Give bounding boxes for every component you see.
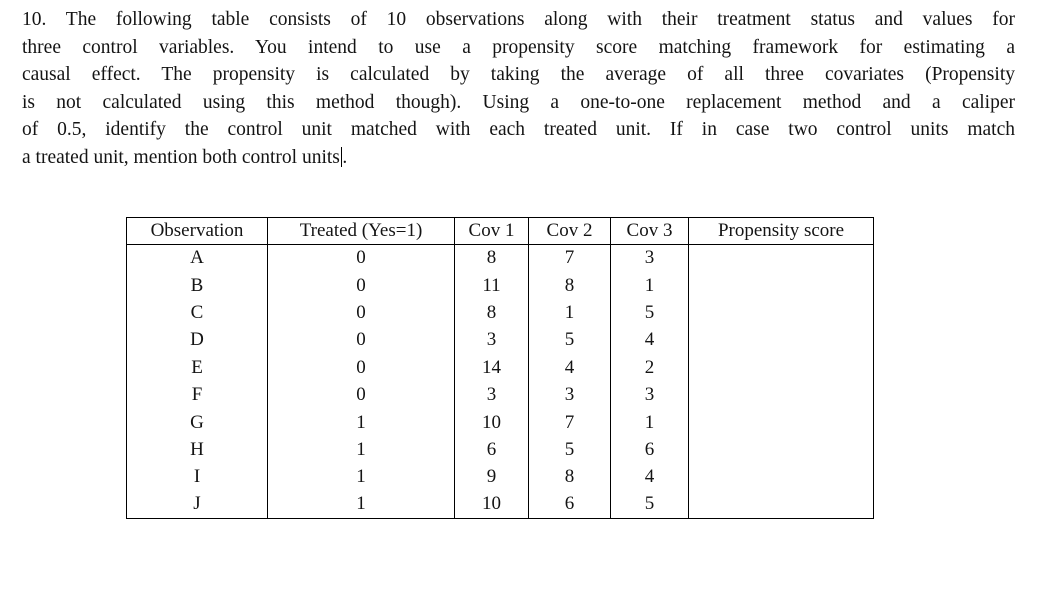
cell-propensity	[688, 326, 874, 355]
cell-propensity	[688, 408, 874, 437]
cell-cov3: 5	[610, 491, 689, 519]
question-line: 10. The following table consists of 10 o…	[22, 9, 1015, 30]
cell-cov2: 4	[528, 354, 611, 382]
cell-cov3: 5	[610, 299, 689, 327]
cell-cov3: 3	[610, 381, 689, 409]
cell-cov3: 3	[610, 244, 689, 272]
cell-propensity	[688, 381, 874, 409]
header-observation: Observation	[126, 217, 268, 245]
cell-treated: 0	[267, 244, 455, 272]
cell-cov2: 8	[528, 463, 611, 492]
cell-cov3: 6	[610, 436, 689, 464]
cell-cov1: 10	[454, 408, 529, 437]
cell-cov3: 1	[610, 408, 689, 437]
observations-table: Observation Treated (Yes=1) Cov 1 Cov 2 …	[126, 217, 874, 519]
question-line-last: a treated unit, mention both control uni…	[22, 144, 1015, 172]
text-cursor	[340, 146, 343, 167]
cell-observation: I	[126, 463, 268, 492]
cell-cov2: 8	[528, 271, 611, 300]
cell-cov3: 1	[610, 271, 689, 300]
cell-cov2: 7	[528, 244, 611, 272]
header-treated: Treated (Yes=1)	[267, 217, 455, 245]
question-line: three control variables. You intend to u…	[22, 36, 1015, 58]
header-propensity-score: Propensity score	[688, 217, 874, 245]
cell-propensity	[688, 354, 874, 382]
cell-cov1: 8	[454, 244, 529, 272]
table-row: D 0 3 5 4	[126, 326, 874, 355]
cell-treated: 0	[267, 299, 455, 327]
table-row: H 1 6 5 6	[126, 436, 874, 464]
cell-propensity	[688, 271, 874, 300]
cell-observation: B	[126, 271, 268, 300]
cell-observation: D	[126, 326, 268, 355]
cell-cov2: 5	[528, 326, 611, 355]
cell-observation: A	[126, 244, 268, 272]
cell-propensity	[688, 436, 874, 464]
cell-cov1: 11	[454, 271, 529, 300]
cell-cov1: 9	[454, 463, 529, 492]
cell-cov1: 8	[454, 299, 529, 327]
cell-cov2: 7	[528, 408, 611, 437]
question-text[interactable]: 10. The following table consists of 10 o…	[22, 6, 1015, 172]
cell-observation: E	[126, 354, 268, 382]
table-row: A 0 8 7 3	[126, 244, 874, 272]
cell-treated: 0	[267, 381, 455, 409]
cell-cov1: 3	[454, 326, 529, 355]
table-row: J 1 10 6 5	[126, 491, 874, 519]
cell-cov1: 14	[454, 354, 529, 382]
cell-cov2: 1	[528, 299, 611, 327]
cell-propensity	[688, 244, 874, 272]
question-line: is not calculated using this method thou…	[22, 91, 1015, 113]
cell-propensity	[688, 299, 874, 327]
cell-propensity	[688, 491, 874, 519]
cell-cov3: 4	[610, 463, 689, 492]
table-row: F 0 3 3 3	[126, 381, 874, 409]
cell-treated: 1	[267, 491, 455, 519]
table-row: C 0 8 1 5	[126, 299, 874, 327]
cell-cov2: 5	[528, 436, 611, 464]
header-cov2: Cov 2	[528, 217, 611, 245]
cell-treated: 1	[267, 436, 455, 464]
cell-treated: 1	[267, 463, 455, 492]
cell-propensity	[688, 463, 874, 492]
question-line: causal effect. The propensity is calcula…	[22, 64, 1015, 86]
cell-cov2: 6	[528, 491, 611, 519]
cell-cov3: 2	[610, 354, 689, 382]
table-header-row: Observation Treated (Yes=1) Cov 1 Cov 2 …	[126, 217, 874, 245]
cell-cov1: 10	[454, 491, 529, 519]
table-row: I 1 9 8 4	[126, 463, 874, 492]
cell-cov1: 3	[454, 381, 529, 409]
cell-cov3: 4	[610, 326, 689, 355]
cell-observation: H	[126, 436, 268, 464]
cell-cov2: 3	[528, 381, 611, 409]
cell-observation: G	[126, 408, 268, 437]
question-line-period: .	[342, 146, 348, 168]
cell-observation: F	[126, 381, 268, 409]
cell-treated: 0	[267, 326, 455, 355]
header-cov3: Cov 3	[610, 217, 689, 245]
table-row: B 0 11 8 1	[126, 271, 874, 300]
cell-observation: J	[126, 491, 268, 519]
cell-treated: 0	[267, 354, 455, 382]
cell-treated: 1	[267, 408, 455, 437]
cell-observation: C	[126, 299, 268, 327]
table-row: E 0 14 4 2	[126, 354, 874, 382]
question-line-text: a treated unit, mention both control uni…	[22, 146, 340, 168]
header-cov1: Cov 1	[454, 217, 529, 245]
cell-treated: 0	[267, 271, 455, 300]
cell-cov1: 6	[454, 436, 529, 464]
question-line: of 0.5, identify the control unit matche…	[22, 119, 1015, 141]
table-row: G 1 10 7 1	[126, 408, 874, 437]
